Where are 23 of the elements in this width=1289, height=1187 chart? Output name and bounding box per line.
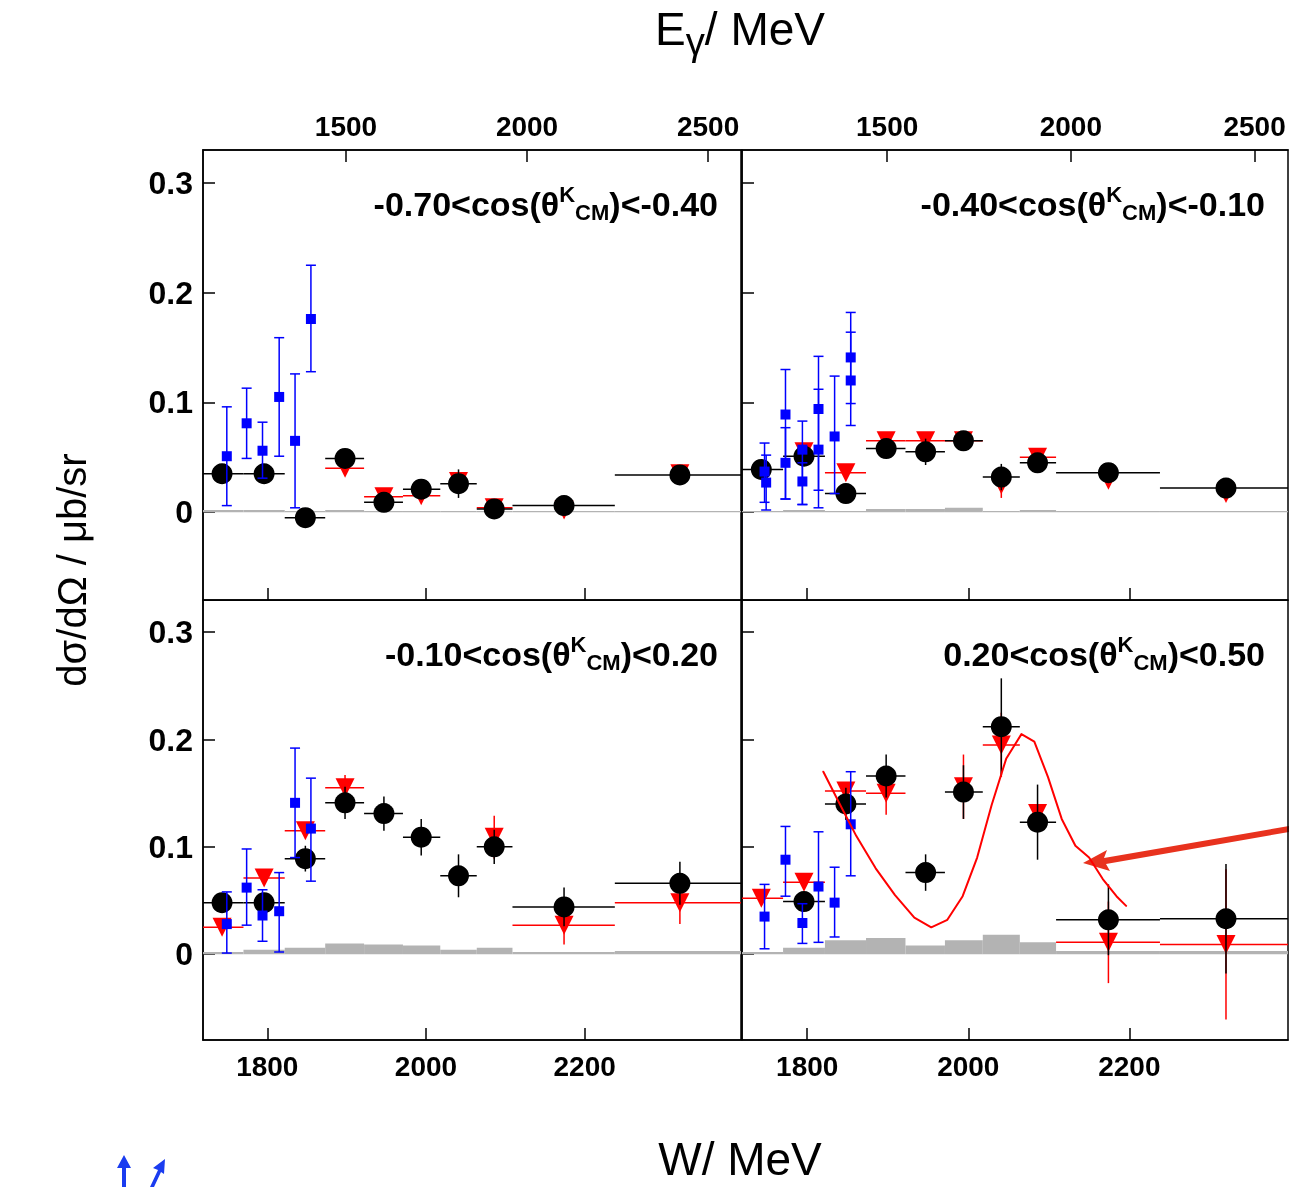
- y-axis-title: dσ/dΩ / μb/sr: [49, 453, 95, 687]
- y-tick-label: 0.1: [148, 384, 193, 421]
- x-tick-label: 2000: [394, 1050, 458, 1082]
- x-axis-title: W/ MeV: [658, 1132, 822, 1186]
- x-tick-label: 2200: [1098, 1050, 1161, 1082]
- x2-tick-label: 2500: [676, 110, 740, 142]
- y-tick-label: 0: [175, 494, 193, 531]
- x-tick-label: 2200: [553, 1050, 616, 1082]
- x2-tick-label: 1500: [314, 110, 378, 142]
- y-tick-label: 0.2: [148, 274, 193, 311]
- y-tick-label: 0.3: [148, 164, 193, 201]
- x2-tick-label: 2000: [1039, 110, 1102, 142]
- x2-axis-title: E$_{γ}$/ MeV: [654, 2, 826, 65]
- x2-tick-label: 1500: [855, 110, 919, 142]
- y-tick-label: 0.1: [148, 828, 193, 865]
- x-tick-label: 1800: [776, 1050, 839, 1082]
- x-tick-label: 2000: [937, 1050, 1000, 1082]
- y-tick-label: 0.3: [148, 614, 193, 651]
- x2-tick-label: 2500: [1223, 110, 1286, 142]
- y-tick-label: 0.2: [148, 721, 193, 758]
- x2-tick-label: 2000: [495, 110, 559, 142]
- y-tick-label: 0: [175, 936, 193, 973]
- x-tick-label: 1800: [236, 1050, 299, 1082]
